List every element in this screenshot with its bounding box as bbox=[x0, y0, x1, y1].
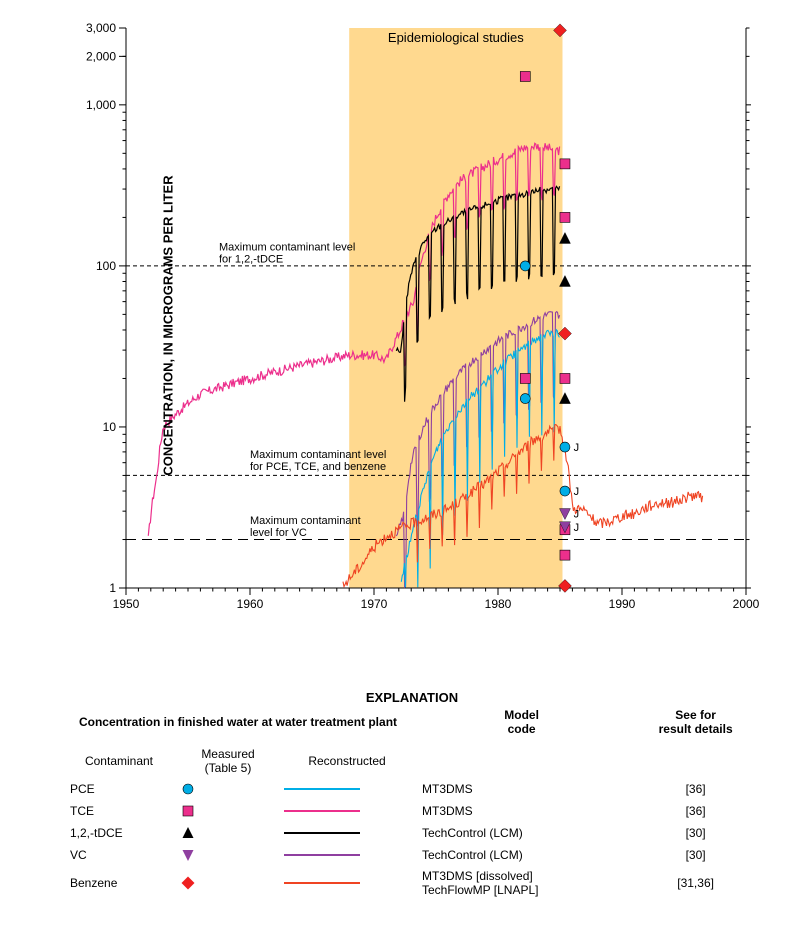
svg-text:100: 100 bbox=[96, 259, 116, 273]
svg-text:1980: 1980 bbox=[485, 597, 512, 611]
legend-marker bbox=[176, 822, 280, 844]
svg-text:for 1,2,-tDCE: for 1,2,-tDCE bbox=[219, 253, 283, 265]
svg-text:1960: 1960 bbox=[237, 597, 264, 611]
svg-text:Maximum contaminant level: Maximum contaminant level bbox=[219, 241, 355, 253]
legend-marker bbox=[176, 866, 280, 900]
legend-measured-header: Measured (Table 5) bbox=[176, 744, 280, 778]
svg-text:J: J bbox=[574, 442, 580, 454]
legend-model: TechControl (LCM) bbox=[414, 822, 629, 844]
legend-model: MT3DMS [dissolved] TechFlowMP [LNAPL] bbox=[414, 866, 629, 900]
svg-text:1,000: 1,000 bbox=[86, 98, 116, 112]
legend-model: TechControl (LCM) bbox=[414, 844, 629, 866]
svg-text:J: J bbox=[574, 486, 580, 498]
legend-line bbox=[280, 844, 414, 866]
legend-row-name: TCE bbox=[62, 800, 176, 822]
legend-ref: [30] bbox=[629, 844, 762, 866]
svg-text:Maximum contaminant: Maximum contaminant bbox=[250, 515, 361, 527]
explanation-legend: EXPLANATION Concentration in finished wa… bbox=[62, 690, 762, 900]
legend-ref: [30] bbox=[629, 822, 762, 844]
svg-text:1970: 1970 bbox=[361, 597, 388, 611]
svg-text:10: 10 bbox=[103, 420, 117, 434]
svg-text:1990: 1990 bbox=[609, 597, 636, 611]
svg-text:Maximum contaminant level: Maximum contaminant level bbox=[250, 449, 386, 461]
legend-contaminant-header: Contaminant bbox=[62, 744, 176, 778]
svg-text:level for VC: level for VC bbox=[250, 527, 307, 539]
svg-text:Epidemiological studies: Epidemiological studies bbox=[388, 30, 524, 45]
legend-left-header: Concentration in finished water at water… bbox=[62, 705, 414, 744]
legend-line bbox=[280, 866, 414, 900]
legend-line bbox=[280, 778, 414, 800]
svg-text:1: 1 bbox=[109, 581, 116, 595]
concentration-log-chart: CONCENTRATION, IN MICROGRAMS PER LITER E… bbox=[62, 18, 762, 660]
svg-text:2000: 2000 bbox=[733, 597, 760, 611]
legend-ref-header: See for result details bbox=[629, 705, 762, 744]
legend-model: MT3DMS bbox=[414, 800, 629, 822]
svg-text:J: J bbox=[574, 522, 580, 534]
explanation-title: EXPLANATION bbox=[62, 690, 762, 705]
svg-text:J: J bbox=[574, 509, 580, 521]
legend-model-header: Model code bbox=[414, 705, 629, 744]
legend-ref: [31,36] bbox=[629, 866, 762, 900]
legend-row-name: 1,2,-tDCE bbox=[62, 822, 176, 844]
svg-text:for PCE, TCE, and benzene: for PCE, TCE, and benzene bbox=[250, 461, 386, 473]
legend-row-name: VC bbox=[62, 844, 176, 866]
svg-text:3,000: 3,000 bbox=[86, 21, 116, 35]
legend-line bbox=[280, 800, 414, 822]
legend-marker bbox=[176, 800, 280, 822]
legend-line bbox=[280, 822, 414, 844]
legend-marker bbox=[176, 844, 280, 866]
svg-text:1950: 1950 bbox=[113, 597, 140, 611]
legend-row-name: Benzene bbox=[62, 866, 176, 900]
svg-text:2,000: 2,000 bbox=[86, 49, 116, 63]
legend-ref: [36] bbox=[629, 800, 762, 822]
legend-marker bbox=[176, 778, 280, 800]
legend-recon-header: Reconstructed bbox=[280, 744, 414, 778]
legend-model: MT3DMS bbox=[414, 778, 629, 800]
legend-row-name: PCE bbox=[62, 778, 176, 800]
legend-ref: [36] bbox=[629, 778, 762, 800]
legend-table: Concentration in finished water at water… bbox=[62, 705, 762, 900]
y-axis-label: CONCENTRATION, IN MICROGRAMS PER LITER bbox=[161, 175, 176, 475]
